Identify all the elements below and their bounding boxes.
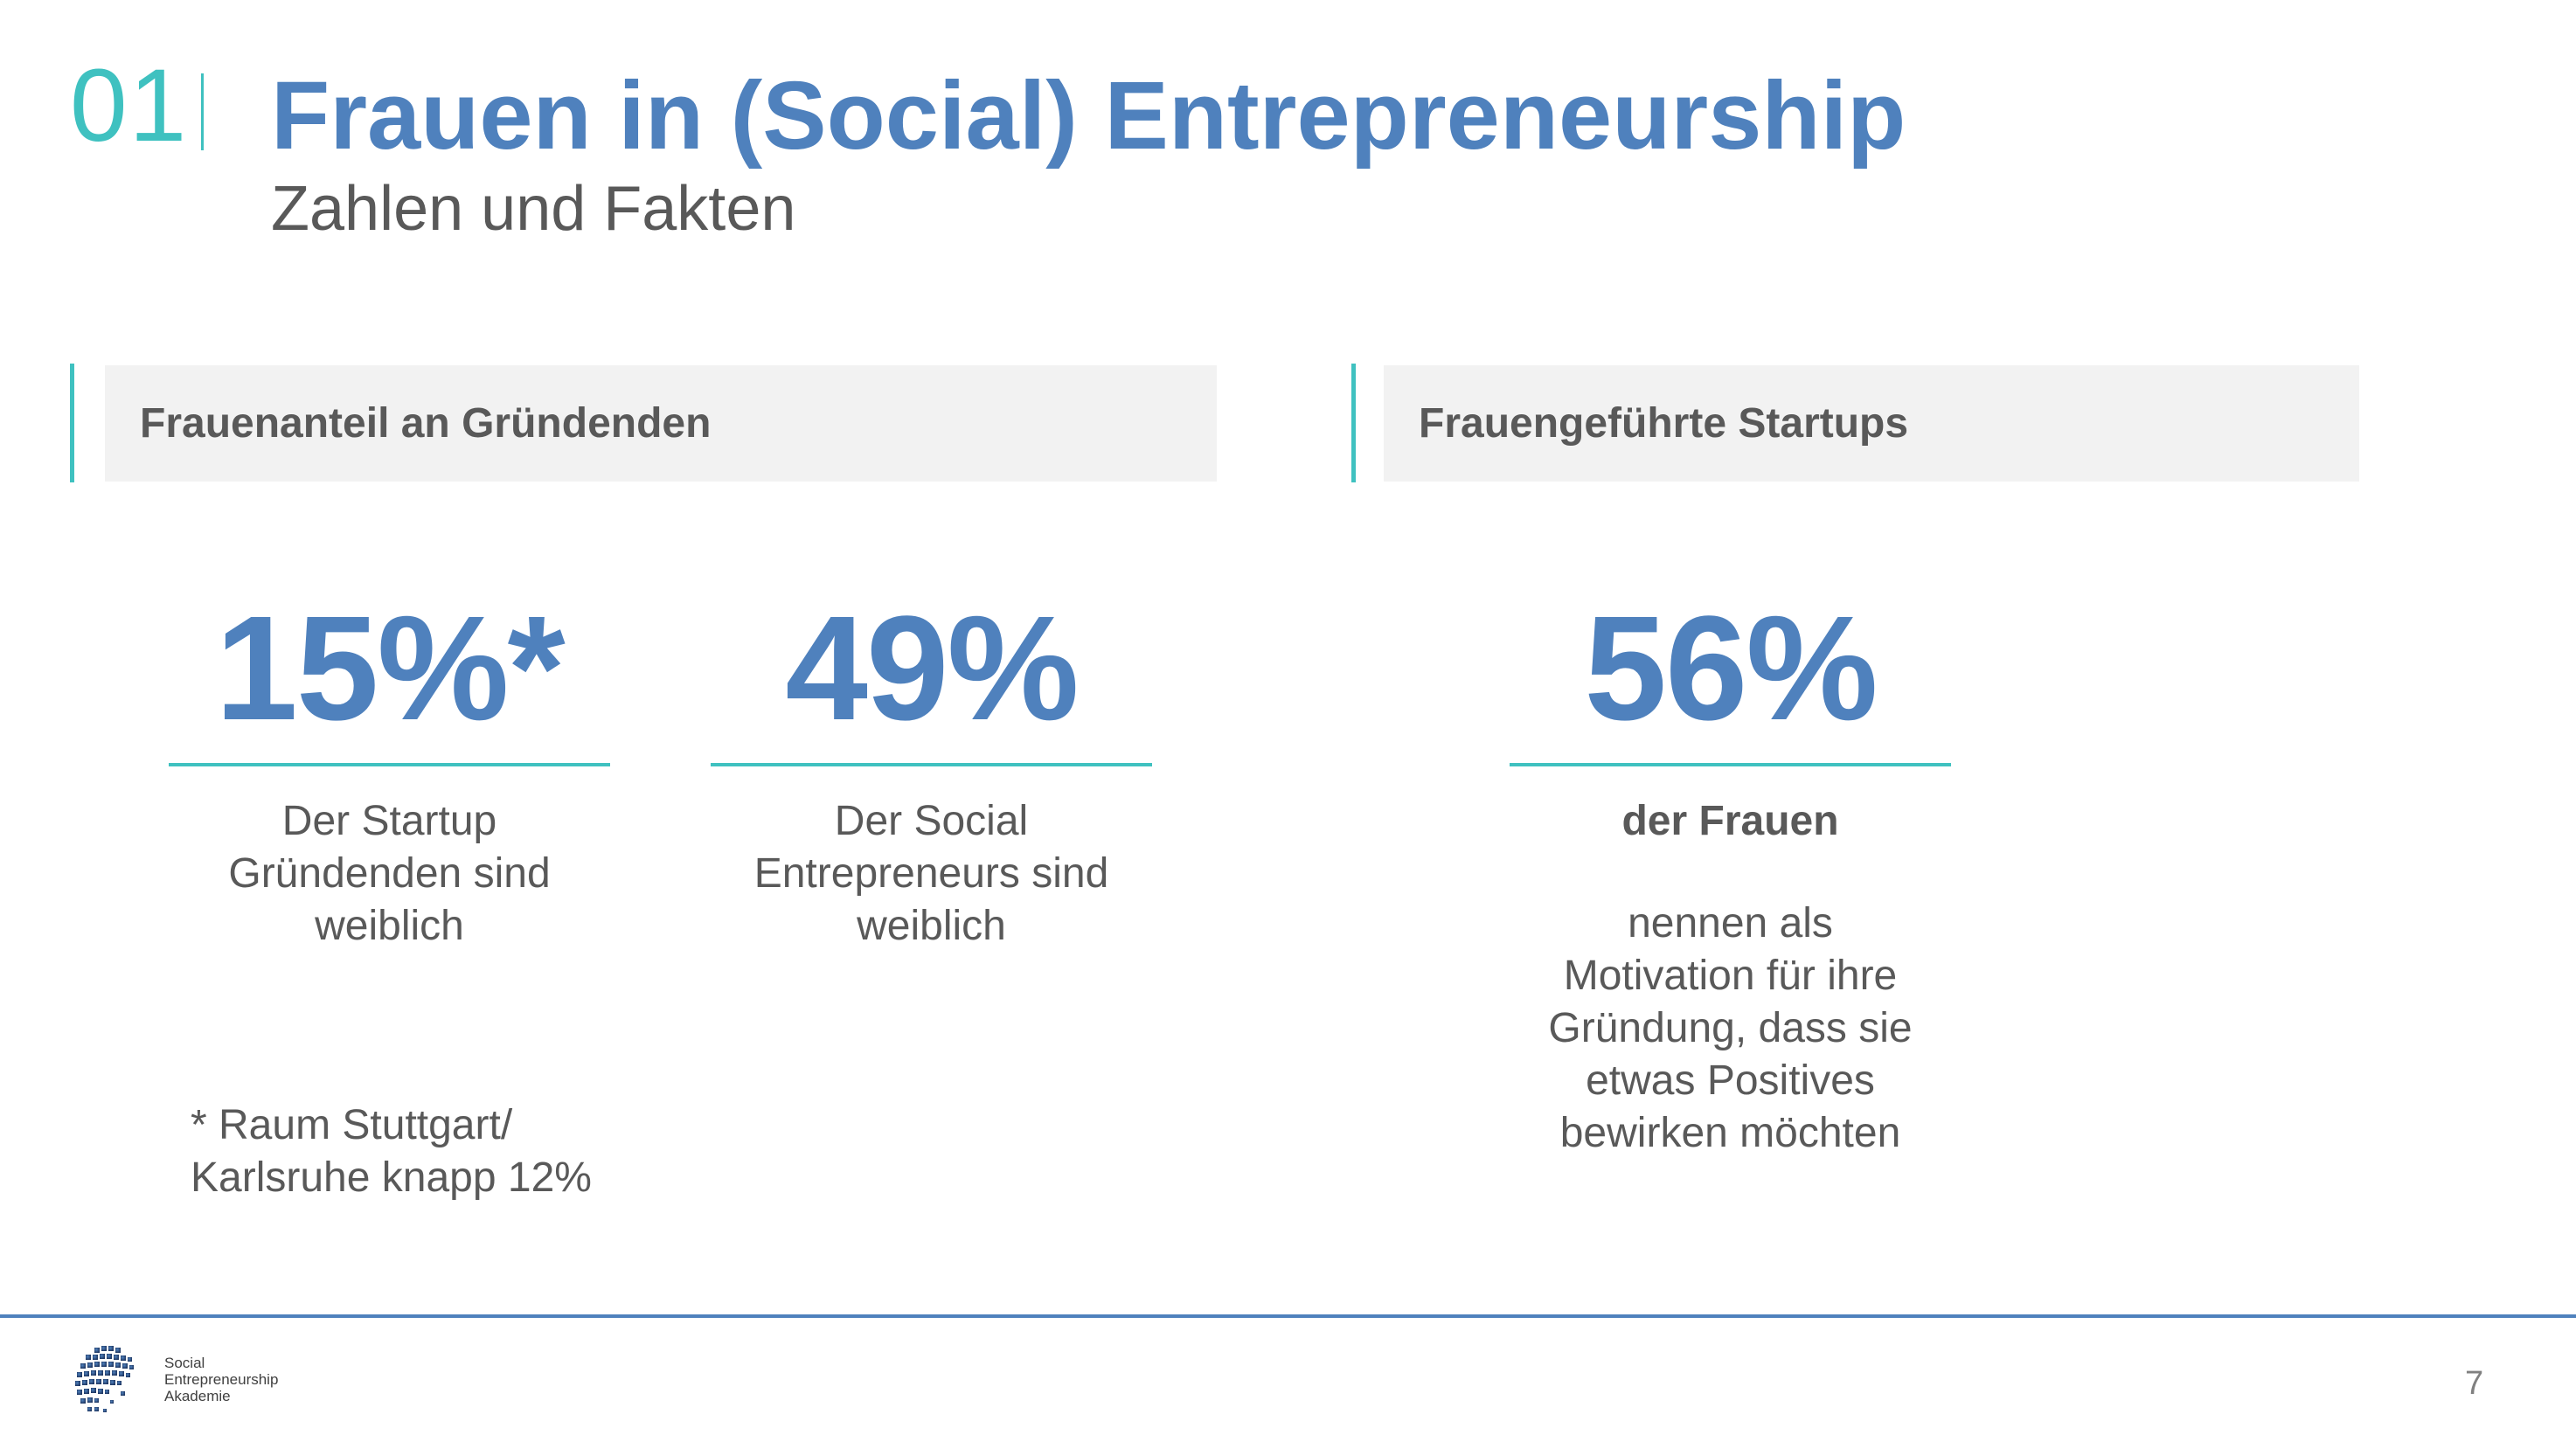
section-header-women-founders: Frauenanteil an Gründenden [105, 365, 1217, 482]
section-number: 01 [70, 48, 189, 163]
stat-value: 56% [1584, 586, 1878, 752]
stat-underline [1510, 763, 1951, 766]
section-accent-bar [70, 364, 74, 482]
stat-description: nennen als Motivation für ihre Gründung,… [1548, 900, 1913, 1156]
footnote: * Raum Stuttgart/ Karlsruhe knapp 12% [191, 1102, 592, 1201]
stat-description: Der Startup Gründenden sind weiblich [228, 798, 551, 949]
section-divider [201, 73, 204, 150]
globe-logo-icon [75, 1346, 134, 1412]
stat-startup-founders: 15%* [169, 594, 610, 743]
stat-underline [711, 763, 1152, 766]
logo-wordmark: Social Entrepreneurship Akademie [164, 1355, 279, 1404]
page-subtitle: Zahlen und Fakten [271, 174, 796, 244]
page-number: 7 [2465, 1365, 2484, 1402]
stat-social-entrepreneurs: 49% [711, 594, 1152, 743]
stat-underline [169, 763, 610, 766]
stat-value: 49% [785, 586, 1079, 752]
section-header-women-led-startups: Frauengeführte Startups [1384, 365, 2359, 482]
stat-description: Der Social Entrepreneurs sind weiblich [753, 798, 1109, 949]
stat-women-motivation: 56% [1510, 594, 1951, 743]
stat-value: 15%* [215, 586, 565, 752]
footer-divider [0, 1314, 2576, 1318]
section-accent-bar [1351, 364, 1356, 482]
stat-bold-label: der Frauen [1621, 798, 1839, 844]
page-title: Frauen in (Social) Entrepreneurship [271, 62, 1906, 170]
